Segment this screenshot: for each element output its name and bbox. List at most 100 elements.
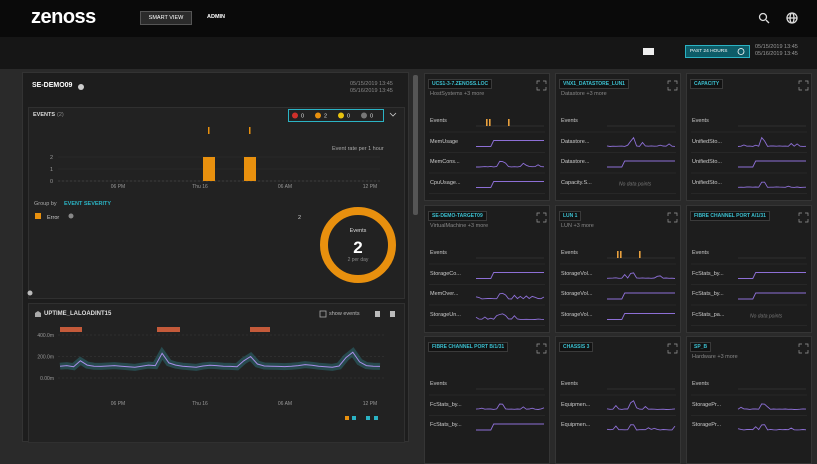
x-tick-label: 06 PM (111, 184, 125, 190)
card-title[interactable]: VNX1_DATASTORE_LUN1 (559, 79, 629, 89)
row-label: MemUsage (430, 138, 459, 145)
y-tick-label: 0 (50, 179, 53, 185)
group-by[interactable]: EVENT SEVERITY (64, 201, 112, 207)
sparkline (607, 313, 675, 320)
row-label: StorageUn... (430, 311, 461, 318)
scrollbar[interactable] (413, 75, 418, 215)
card-title[interactable]: UCS1-3-7.ZENOSS.LOC (428, 79, 493, 89)
row-label: Events (430, 250, 447, 256)
expand-icon (536, 212, 547, 223)
card-subtitle: VirtualMachine +3 more (430, 223, 489, 229)
severity-count: 0 (370, 114, 373, 120)
metric-icon (35, 311, 41, 317)
sparkline (737, 424, 807, 431)
logo[interactable]: zenoss (31, 6, 96, 28)
x-tick-label: 12 PM (363, 401, 377, 407)
sparkline (606, 424, 676, 431)
sparkline (606, 136, 676, 147)
thumb-down[interactable] (390, 311, 395, 317)
card-title[interactable]: SP_B (690, 342, 712, 352)
y-tick-label: 1 (50, 167, 53, 173)
expand-icon (536, 80, 547, 91)
range-end: 05/16/2019 13:45 (755, 51, 798, 57)
event-mark (639, 251, 641, 258)
info-icon (78, 84, 84, 90)
card (555, 73, 681, 201)
legend-swatch (35, 213, 41, 219)
row-label: MemCons... (430, 159, 460, 165)
rate-label: Event rate per 1 hour (332, 146, 384, 152)
sparkline (475, 403, 545, 410)
expand-icon (798, 343, 809, 354)
card-title[interactable]: FIBRE CHANNEL PORT A/1/31 (690, 211, 770, 221)
row-label: Datastore... (561, 159, 590, 165)
checkbox[interactable] (319, 310, 327, 318)
severity-icon (361, 112, 367, 119)
thumb-up[interactable] (375, 311, 380, 317)
device-name: SE-DEMO09 (32, 82, 73, 89)
row-label: MemOver... (430, 291, 459, 297)
expand-icon (798, 80, 809, 91)
sparkline (738, 160, 806, 168)
severity-icon (292, 112, 298, 119)
expand-icon (536, 343, 547, 354)
bar (203, 157, 215, 181)
footer-mark (352, 416, 356, 420)
info-icon (68, 213, 74, 219)
device-end: 05/16/2019 13:45 (350, 88, 393, 94)
range-button[interactable]: PAST 24 HOURS (685, 45, 750, 58)
card-title[interactable]: SE-DEMO-TARGET09 (428, 211, 487, 221)
expand-icon (667, 343, 678, 354)
card-title[interactable]: CHASSIS 3 (559, 342, 594, 352)
sparkline (738, 292, 806, 300)
show-events[interactable]: show events (329, 311, 360, 317)
row-label: StorageCo... (430, 270, 461, 277)
row-label: Events (430, 381, 447, 387)
no-data: No data points (619, 182, 652, 188)
card-subtitle: LUN +3 more (561, 223, 594, 229)
events-panel (28, 107, 405, 299)
card-title[interactable]: LUN 1 (559, 211, 582, 221)
event-annotations (60, 327, 270, 332)
nav-icons (758, 12, 798, 24)
x-tick-label: 06 AM (278, 184, 292, 190)
sparkline (476, 272, 544, 279)
sparkline (737, 181, 807, 188)
sparkline (737, 403, 807, 410)
legend-count: 2 (298, 215, 302, 221)
x-tick-label: Thu 16 (192, 184, 208, 190)
no-data: No data points (750, 314, 783, 320)
row-label: StorageVol... (561, 291, 593, 297)
line-band (59, 346, 381, 371)
device-start: 05/15/2019 13:45 (350, 81, 393, 87)
severity-count: 0 (347, 114, 350, 120)
sparkline (476, 140, 544, 147)
row-label: CpuUsage... (430, 179, 461, 186)
range-start: 05/15/2019 13:45 (755, 44, 798, 50)
nav-bar (0, 0, 817, 37)
row-label: StoragePr... (692, 422, 722, 428)
severity-group[interactable] (288, 109, 384, 122)
expand-icon (667, 212, 678, 223)
x-tick-label: Thu 16 (192, 401, 208, 407)
card-title[interactable]: CAPACITY (690, 79, 724, 89)
row-label: Equipmen... (561, 401, 591, 408)
x-tick-label: 06 AM (278, 401, 292, 407)
sparkline (737, 136, 807, 147)
row-label: Events (692, 118, 709, 124)
toolbar (0, 37, 817, 69)
donut-rate: 2 per day (348, 257, 369, 263)
card (686, 73, 812, 201)
chevron[interactable] (389, 112, 397, 117)
card-title[interactable]: FIBRE CHANNEL PORT B/1/31 (428, 342, 509, 352)
tab[interactable]: SMART VIEW (140, 11, 192, 25)
row-label: Events (561, 118, 578, 124)
event-mark (486, 119, 488, 126)
sparkline (475, 292, 545, 300)
card (555, 205, 681, 333)
sparkline (738, 272, 806, 279)
view-icon[interactable] (643, 48, 654, 55)
row-label: Equipmen... (561, 422, 591, 428)
tab[interactable]: ADMIN (207, 14, 226, 20)
